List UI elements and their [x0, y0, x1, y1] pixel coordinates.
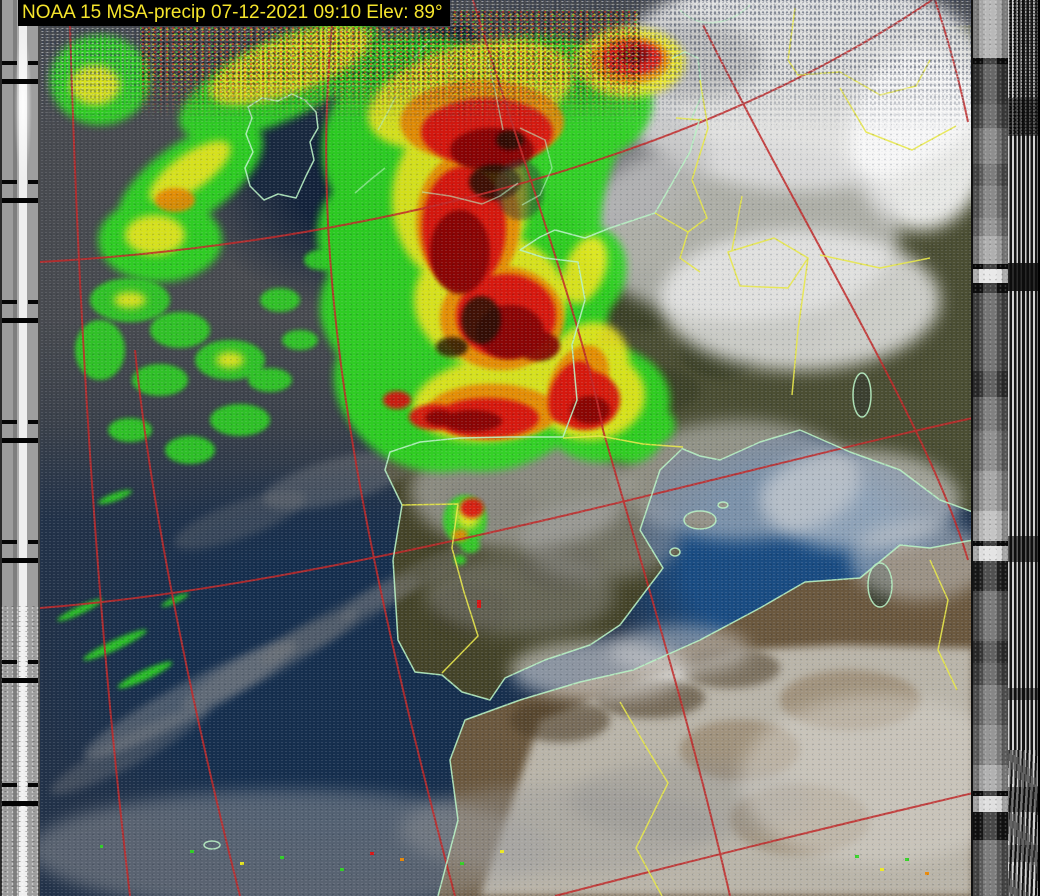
minute-marker-dash-left — [2, 420, 17, 424]
wedge-block — [973, 812, 1008, 840]
land-corsica — [853, 373, 871, 417]
wedge-block — [973, 104, 1008, 128]
wedge-block — [973, 0, 1008, 58]
sync-top-noise — [1008, 0, 1038, 135]
sync-band — [1008, 536, 1038, 562]
wedge-block — [973, 397, 1008, 431]
wedge-block — [973, 186, 1008, 218]
sync-bottom-distortion — [1008, 750, 1038, 896]
map-overlay-svg — [40, 0, 971, 896]
wedge-block — [973, 765, 1008, 791]
wedge-block — [973, 685, 1008, 725]
wedge-block — [973, 128, 1008, 164]
precip-specks — [100, 600, 929, 875]
minute-marker-dash-right — [28, 660, 38, 664]
wedge-block — [973, 546, 1008, 561]
border-france-italy — [791, 257, 809, 396]
minute-marker-dash-right — [28, 540, 38, 544]
title-overlay: NOAA 15 MSA-precip 07-12-2021 09:10 Elev… — [18, 0, 450, 26]
wedge-block — [973, 164, 1008, 186]
minute-marker-line — [2, 801, 38, 806]
wedge-block — [973, 264, 1008, 269]
minute-marker-line — [2, 438, 38, 443]
wedge-block — [973, 840, 1008, 896]
minute-marker-line — [2, 198, 38, 203]
minute-marker-line — [2, 79, 38, 84]
wedge-block — [973, 293, 1008, 371]
border-morocco-algeria — [619, 701, 669, 896]
minute-marker-line — [2, 558, 38, 563]
storm-dark-red — [425, 46, 650, 432]
border-switzerland — [727, 237, 809, 289]
minute-marker-dash-right — [28, 420, 38, 424]
wedge-block — [973, 725, 1008, 765]
coast-france-iberia — [384, 117, 701, 701]
minute-marker-dash-left — [2, 660, 17, 664]
wedge-block — [973, 269, 1008, 283]
left-bar-noise — [0, 606, 40, 896]
minute-marker-dash-right — [28, 61, 38, 65]
wedge-block — [973, 236, 1008, 264]
border-algeria-tunisia — [929, 559, 958, 691]
sync-band — [1008, 688, 1038, 700]
minute-marker-dash-right — [28, 783, 38, 787]
left-bar-white-stripe — [14, 30, 32, 180]
minute-marker-dash-left — [2, 61, 17, 65]
minute-marker-line — [2, 318, 38, 323]
coast-africa — [437, 539, 971, 896]
telemetry-wedges — [973, 0, 1008, 896]
coast-mediterranean-north — [682, 429, 971, 513]
wedge-block — [973, 283, 1008, 293]
wedge-block — [973, 371, 1008, 397]
main-satellite-view — [40, 0, 973, 896]
title-text: NOAA 15 MSA-precip 07-12-2021 09:10 Elev… — [22, 2, 443, 23]
wedge-block — [973, 431, 1008, 471]
minute-marker-dash-left — [2, 783, 17, 787]
wedge-block — [973, 663, 1008, 685]
minute-marker-dash-left — [2, 300, 17, 304]
wedge-block — [973, 796, 1008, 812]
wedge-block — [973, 561, 1008, 591]
minute-marker-dash-left — [2, 180, 17, 184]
wedge-block — [973, 591, 1008, 641]
wedge-block — [973, 791, 1008, 796]
border-portugal-spain — [401, 503, 479, 674]
wedge-block — [973, 218, 1008, 236]
left-sync-bar — [0, 0, 40, 896]
sync-band — [1008, 263, 1038, 291]
minute-marker-dash-left — [2, 540, 17, 544]
wedge-block — [973, 641, 1008, 663]
wedge-block — [973, 511, 1008, 541]
minute-marker-dash-right — [28, 180, 38, 184]
minute-marker-dash-right — [28, 300, 38, 304]
wedge-block — [973, 541, 1008, 546]
wedge-block — [973, 471, 1008, 511]
sync-stripes-wrap — [1008, 0, 1038, 896]
wedge-block — [973, 58, 1008, 64]
border-france-spain — [562, 435, 684, 448]
minute-marker-line — [2, 678, 38, 683]
wedge-block — [973, 64, 1008, 104]
